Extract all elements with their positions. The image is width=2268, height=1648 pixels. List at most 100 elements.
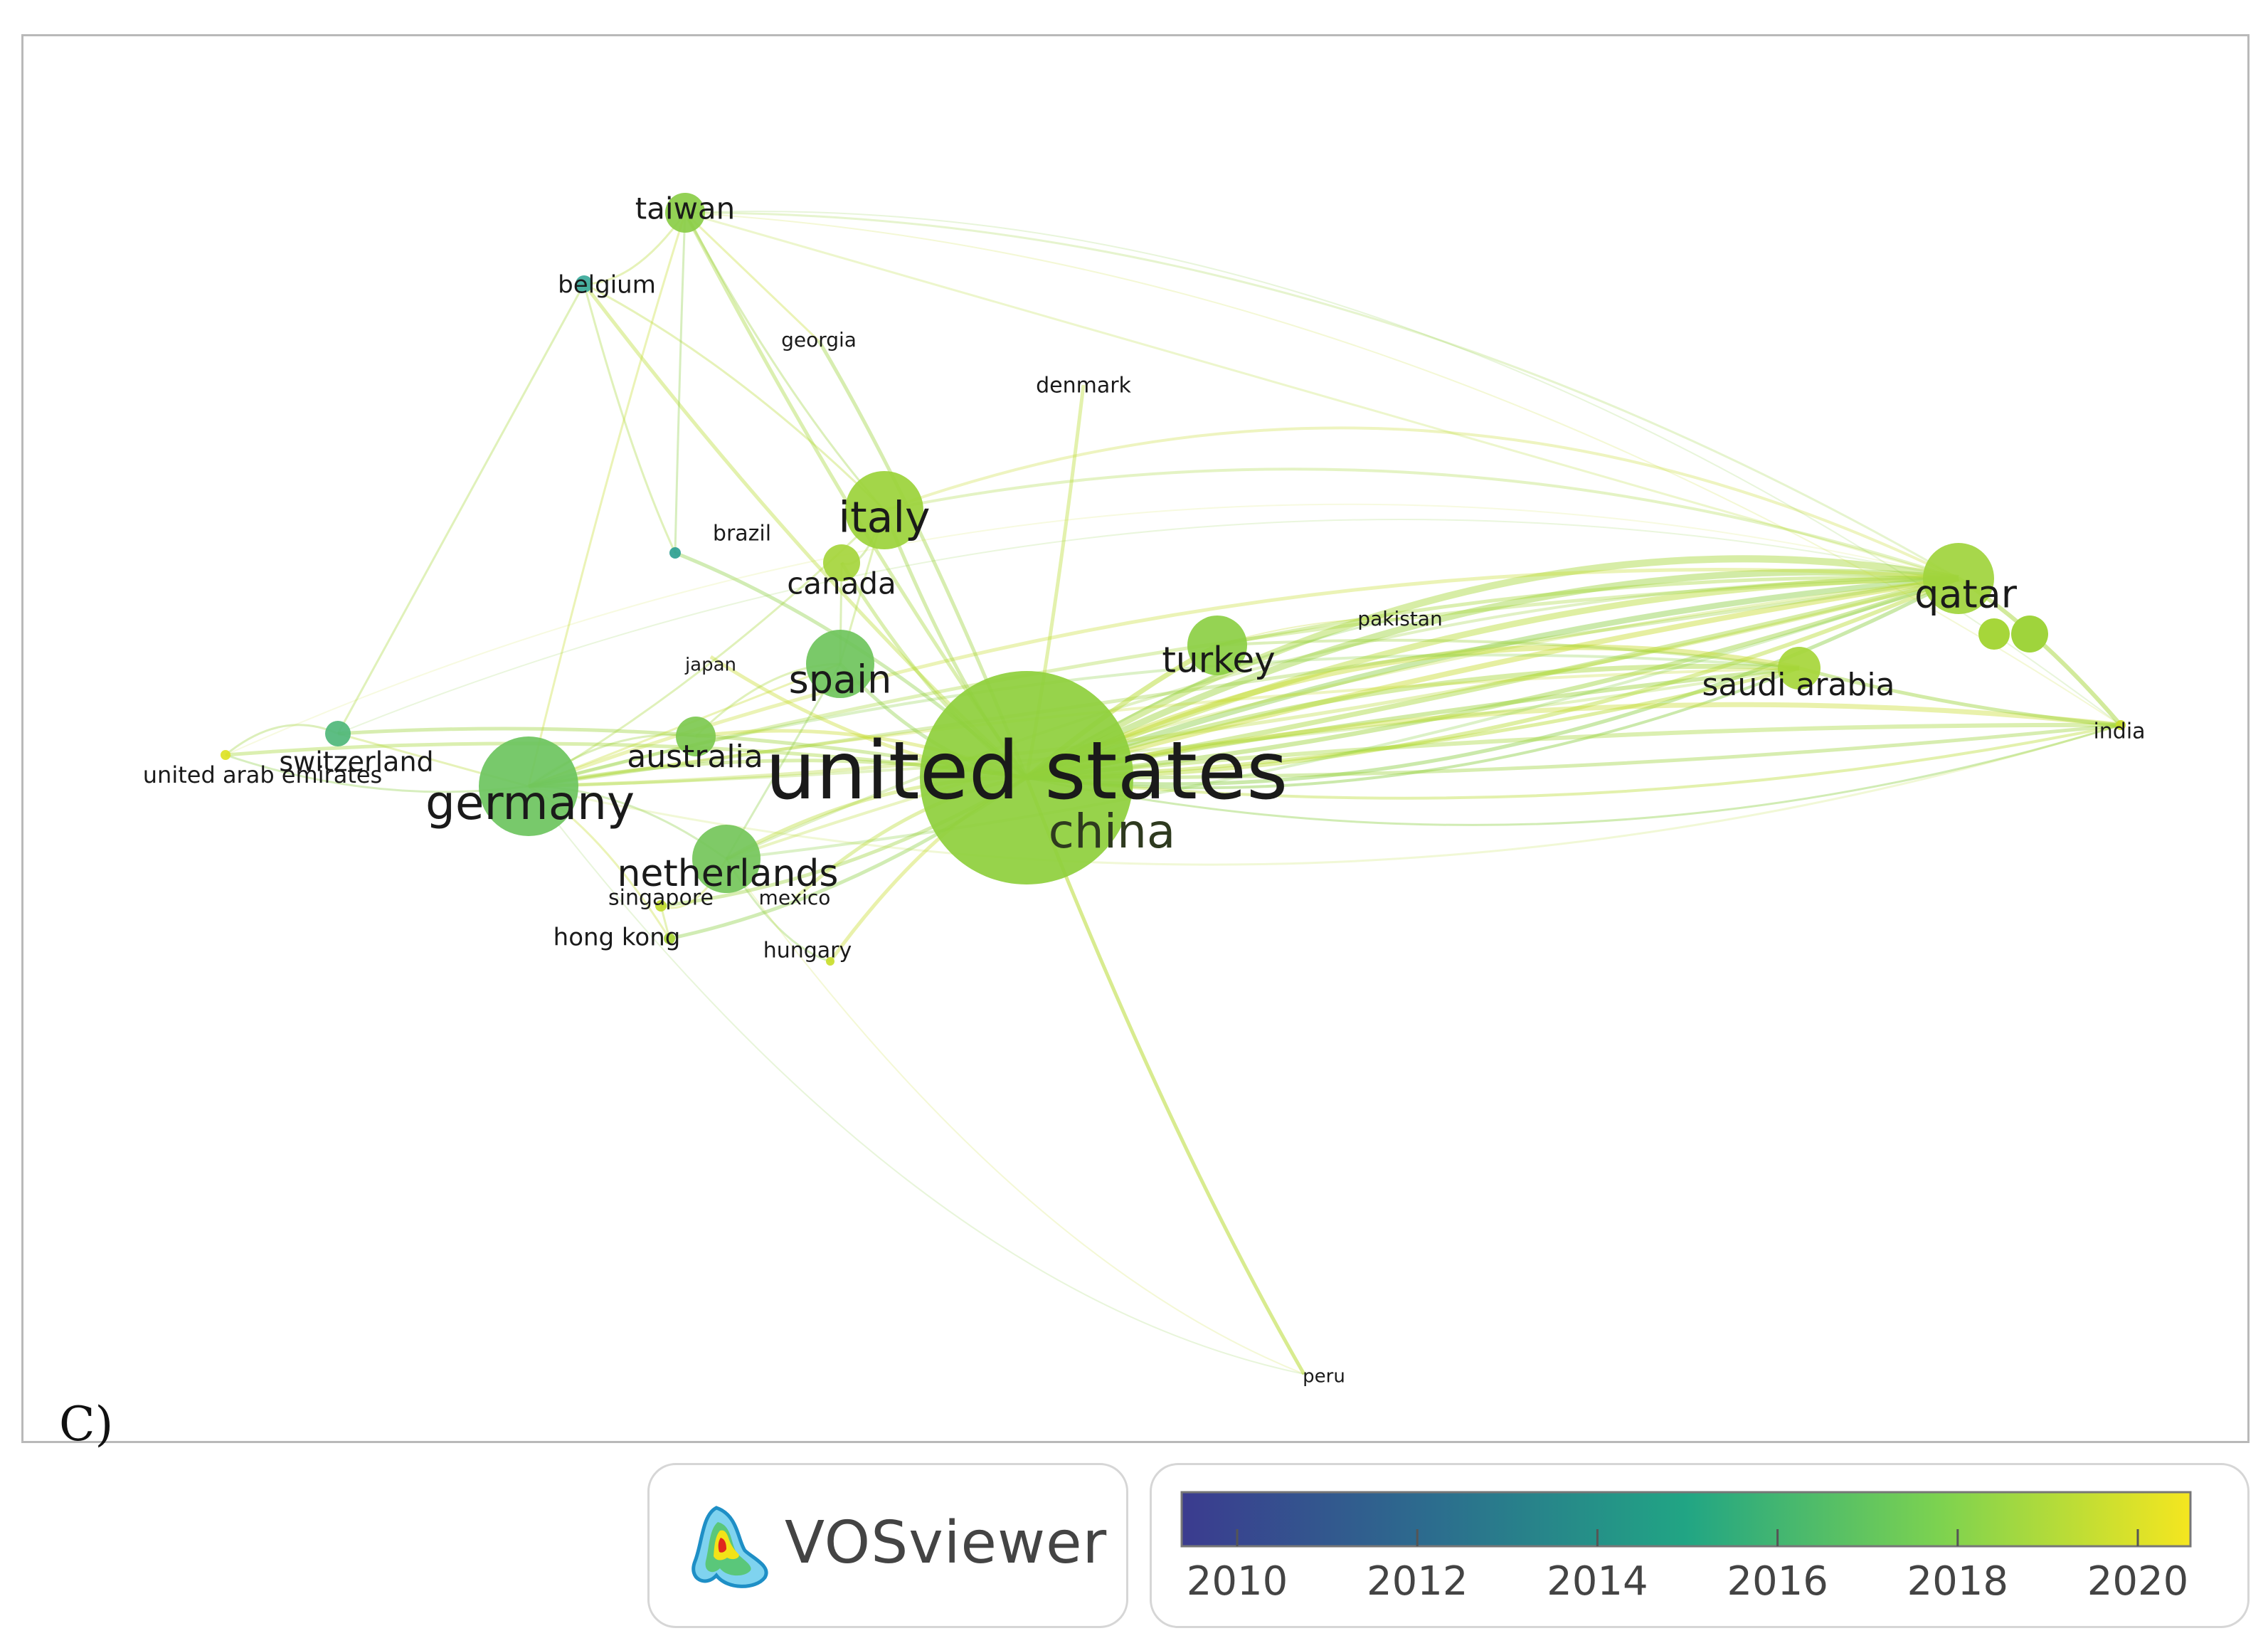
node-label-turkey: turkey: [1162, 640, 1275, 681]
node-label-hong-kong: hong kong: [553, 924, 681, 952]
node-united-states[interactable]: [920, 671, 1133, 884]
network-link: [1798, 666, 2121, 727]
scale-tick-label: 2012: [1367, 1558, 1468, 1605]
network-link: [684, 211, 820, 342]
scale-ticks: 2010 2012 2014 2016 2018 2020: [1187, 1529, 2188, 1605]
network-link: [1026, 576, 1959, 781]
node-singapore[interactable]: [655, 900, 667, 912]
node-label-brazil: brazil: [713, 522, 771, 546]
network-link: [337, 283, 585, 734]
network-link: [1025, 576, 1959, 781]
node-label-india: india: [2093, 719, 2145, 744]
node-switzerland[interactable]: [325, 721, 351, 746]
network-link: [1026, 702, 2121, 781]
network-link: [884, 468, 1959, 580]
network-link: [726, 577, 1959, 860]
network-link: [684, 211, 1959, 580]
network-link: [1025, 644, 1800, 781]
node-label-singapore: singapore: [608, 886, 714, 911]
scale-tick-label: 2018: [1907, 1558, 2009, 1605]
network-edges: [225, 211, 2123, 1375]
node-taiwan[interactable]: [665, 193, 705, 233]
network-link: [1026, 722, 2121, 780]
node-netherlands[interactable]: [692, 825, 761, 893]
node-label-taiwan: taiwan: [635, 191, 736, 226]
network-link: [884, 426, 1959, 580]
node-india[interactable]: [2116, 720, 2126, 730]
node-label-saudi-arabia: saudi arabia: [1702, 667, 1895, 703]
node-label-qatar: qatar: [1914, 572, 2018, 617]
node-hungary[interactable]: [826, 957, 834, 966]
network-link: [726, 576, 1959, 860]
network-link: [1025, 575, 1959, 781]
node-united-arab-emirates[interactable]: [221, 750, 230, 760]
node-label-mexico: mexico: [759, 886, 831, 909]
scale-tick-label: 2010: [1187, 1558, 1288, 1605]
node-hong-kong[interactable]: [664, 933, 675, 944]
node-label-japan: japan: [684, 655, 736, 676]
network-link: [1217, 576, 1959, 648]
network-link: [1026, 724, 2121, 826]
node-label-china: china: [1049, 804, 1176, 859]
node-label-belgium: belgium: [558, 271, 656, 300]
network-link: [528, 568, 1959, 788]
network-link: [1026, 576, 1960, 786]
node-australia[interactable]: [676, 717, 716, 756]
node-canada[interactable]: [823, 544, 860, 581]
node-italy[interactable]: [845, 471, 923, 549]
network-link: [684, 212, 886, 511]
network-link: [1026, 666, 1800, 780]
node-saudi-arabia[interactable]: [1778, 647, 1821, 690]
network-link: [684, 211, 2121, 726]
network-link: [225, 503, 1959, 756]
network-link: [1024, 569, 1959, 781]
network-link: [1026, 666, 1800, 780]
network-link: [1025, 663, 1800, 781]
network-link: [583, 282, 886, 512]
color-bar: 2010 2012 2014 2016 2018 2020: [1180, 1491, 2192, 1605]
node-label-canada: canada: [787, 566, 896, 601]
vosviewer-logo-box: VOSviewer: [647, 1463, 1128, 1628]
node-label-denmark: denmark: [1036, 374, 1131, 398]
node-turkey[interactable]: [1187, 616, 1247, 675]
node-label-italy: italy: [838, 493, 930, 543]
node-label-spain: spain: [789, 657, 892, 702]
node-label-peru: peru: [1303, 1366, 1345, 1388]
node-qatar[interactable]: [1923, 543, 1994, 614]
network-link: [528, 667, 1800, 788]
network-link: [674, 212, 687, 554]
network-link: [684, 212, 2121, 726]
node-label-hungary: hungary: [763, 939, 852, 963]
node-label-georgia: georgia: [781, 328, 857, 352]
network-link: [726, 858, 1305, 1375]
node-bubble[interactable]: [1978, 618, 2010, 650]
vosviewer-logo-icon: [691, 1506, 768, 1588]
network-link: [1026, 576, 1960, 781]
network-link: [1024, 555, 1959, 781]
network-link: [225, 724, 339, 756]
node-label-pakistan: pakistan: [1357, 607, 1442, 630]
node-belgium[interactable]: [576, 275, 593, 292]
network-link: [225, 741, 1027, 780]
network-link: [1026, 724, 2121, 800]
network-link: [1026, 723, 2121, 780]
node-brazil[interactable]: [669, 547, 681, 559]
node-label-switzerland: switzerland: [279, 746, 433, 778]
network-link: [337, 519, 1959, 734]
network-link: [684, 211, 1959, 580]
node-bubble[interactable]: [2011, 616, 2048, 653]
year-color-scale: 2010 2012 2014 2016 2018 2020: [1150, 1463, 2250, 1628]
node-germany[interactable]: [479, 736, 578, 836]
network-link: [1024, 777, 1306, 1375]
scale-tick-label: 2014: [1547, 1558, 1648, 1605]
node-spain[interactable]: [806, 630, 874, 698]
network-link: [1217, 638, 1800, 670]
vosviewer-logo-text: VOSviewer: [785, 1509, 1108, 1577]
scale-tick-label: 2016: [1727, 1558, 1828, 1605]
network-nodes: [221, 193, 2126, 966]
network-link: [527, 212, 687, 787]
panel-label: C): [59, 1397, 114, 1452]
color-gradient-bar: [1180, 1491, 2192, 1548]
